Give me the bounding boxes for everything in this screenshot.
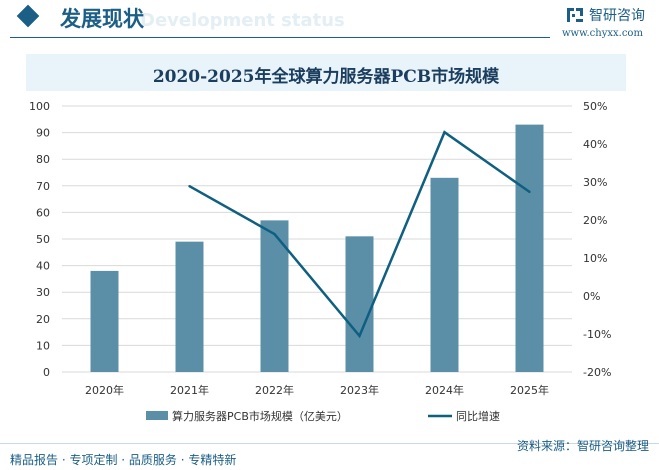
growth-point	[443, 131, 446, 134]
right-tick-label: 10%	[583, 252, 607, 265]
x-tick-label: 2020年	[85, 383, 124, 397]
bar-2020年	[90, 270, 119, 372]
right-tick-label: 0%	[583, 290, 600, 303]
left-tick-label: 40	[36, 260, 50, 273]
growth-point	[273, 232, 276, 236]
left-tick-label: 70	[36, 180, 50, 193]
bar-2021年	[175, 241, 204, 372]
right-tick-label: 30%	[583, 176, 607, 189]
bar-2025年	[515, 124, 544, 373]
growth-point	[528, 190, 531, 194]
left-tick-label: 0	[43, 366, 50, 379]
footer-source: 资料来源：智研咨询整理	[516, 439, 649, 453]
left-tick-label: 50	[36, 233, 50, 246]
title-box	[26, 54, 626, 91]
x-tick-label: 2024年	[425, 383, 464, 397]
section-subtitle: Development status	[140, 10, 345, 31]
x-tick-label: 2021年	[170, 383, 209, 397]
section-title: 发展现状	[60, 6, 144, 31]
header-divider	[10, 37, 550, 38]
left-tick-label: 100	[29, 100, 50, 113]
bar-2023年	[345, 236, 374, 372]
right-tick-label: 40%	[583, 138, 607, 151]
logo-text: 智研咨询	[589, 8, 645, 24]
logo-url: www.chyxx.com	[562, 28, 643, 39]
x-tick-label: 2025年	[510, 383, 549, 397]
chart: 0 10 20 30 40 50 60 70 80 90 100 -20% -10% 0% 10% 20% 30…	[29, 100, 611, 423]
legend-line-label: 同比增速	[456, 409, 500, 423]
growth-point	[358, 334, 361, 338]
right-tick-label: 20%	[583, 214, 607, 227]
chart-title: 2020-2025年全球算力服务器PCB市场规模	[152, 67, 500, 87]
right-tick-label: 50%	[583, 100, 607, 113]
logo-icon	[567, 8, 583, 22]
footer-slogan: 精品报告 · 专项定制 · 品质服务 · 专精特新	[10, 453, 237, 467]
x-tick-label: 2023年	[340, 383, 379, 397]
left-tick-label: 90	[36, 127, 50, 140]
right-tick-label: -10%	[583, 328, 611, 341]
right-tick-label: -20%	[583, 366, 611, 379]
left-tick-label: 30	[36, 286, 50, 299]
bar-2024年	[430, 177, 459, 372]
left-tick-label: 20	[36, 313, 50, 326]
left-tick-label: 80	[36, 153, 50, 166]
legend-bar-swatch	[146, 411, 168, 420]
legend-bar-label: 算力服务器PCB市场规模（亿美元）	[172, 409, 348, 423]
growth-point	[188, 184, 191, 188]
left-tick-label: 10	[36, 339, 50, 352]
bar-2022年	[260, 220, 289, 372]
x-tick-label: 2022年	[255, 383, 294, 397]
footer-divider	[0, 443, 659, 444]
left-tick-label: 60	[36, 206, 50, 219]
